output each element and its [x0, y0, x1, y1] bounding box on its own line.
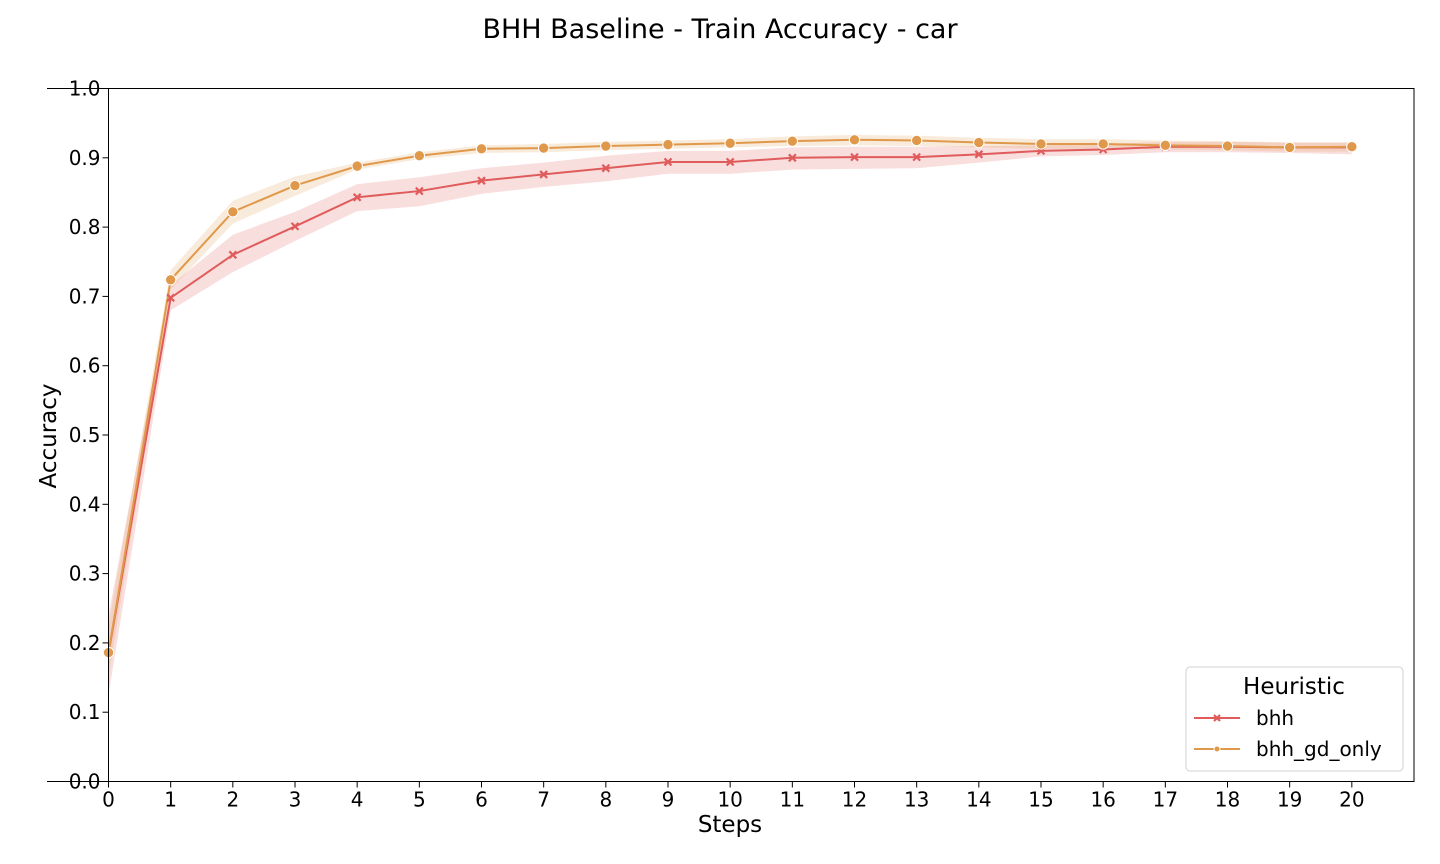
data-point-bhh-gd-only — [1035, 138, 1047, 150]
legend-box — [1185, 666, 1404, 772]
x-tick-label: 15 — [1028, 788, 1053, 812]
y-tick-label: 0.8 — [69, 215, 101, 239]
legend-label-bhh: bhh — [1256, 706, 1294, 730]
data-point-bhh-gd-only — [1221, 140, 1234, 152]
data-point-bhh — [228, 250, 238, 260]
y-tick-label: 0.4 — [69, 492, 101, 516]
y-tick-label: 1.0 — [69, 77, 101, 101]
data-point-bhh-gd-only — [537, 142, 550, 154]
y-tick-label: 0.9 — [69, 146, 101, 170]
x-tick-label: 13 — [904, 788, 929, 812]
data-point-bhh — [166, 293, 175, 303]
data-point-bhh-gd-only — [164, 274, 177, 286]
data-point-bhh — [477, 176, 486, 185]
x-axis-label: Steps — [698, 812, 762, 838]
data-point-bhh — [725, 157, 735, 167]
x-axis-ticks: 0 1 2 3 4 5 6 7 8 9 10 11 12 13 14 15 16 17 18 19 20 — [102, 781, 1365, 812]
data-point-bhh — [912, 152, 921, 162]
data-point-bhh-gd-only — [1159, 139, 1172, 152]
data-point-bhh — [974, 150, 984, 159]
legend-swatch-marker — [1213, 745, 1221, 753]
x-tick-label: 12 — [842, 788, 867, 812]
data-point-bhh-gd-only — [351, 160, 363, 172]
y-tick-label: 0.0 — [69, 770, 101, 794]
x-tick-label: 8 — [599, 788, 612, 812]
data-point-bhh — [850, 152, 859, 162]
y-tick-label: 0.1 — [69, 700, 101, 724]
data-point-bhh — [788, 153, 797, 163]
legend-title: Heuristic — [1243, 674, 1345, 700]
data-point-bhh-gd-only — [289, 179, 301, 192]
legend: Heuristic bhh bhh_gd_only — [1185, 666, 1404, 772]
data-point-bhh-gd-only — [227, 206, 239, 218]
x-tick-label: 18 — [1215, 788, 1240, 812]
x-tick-label: 17 — [1153, 788, 1178, 812]
x-tick-label: 4 — [351, 788, 364, 812]
data-point-bhh — [415, 186, 424, 196]
legend-item-bhh: bhh — [1194, 706, 1294, 730]
data-point-bhh — [290, 222, 300, 231]
legend-item-bhh-gd-only: bhh_gd_only — [1194, 737, 1382, 761]
x-tick-label: 19 — [1277, 788, 1302, 812]
data-point-bhh-gd-only — [1346, 141, 1358, 153]
legend-label-bhh-gd-only: bhh_gd_only — [1256, 737, 1382, 761]
x-tick-label: 14 — [966, 788, 991, 812]
data-point-bhh-gd-only — [413, 150, 426, 162]
x-tick-label: 16 — [1090, 788, 1115, 812]
data-point-bhh — [539, 170, 548, 179]
y-tick-label: 0.6 — [69, 354, 101, 378]
x-tick-label: 10 — [717, 788, 742, 812]
x-tick-label: 6 — [475, 788, 488, 812]
y-tick-label: 0.3 — [69, 562, 101, 586]
series-markers — [102, 134, 1358, 659]
y-tick-label: 0.2 — [69, 631, 101, 655]
y-axis-label: Accuracy — [36, 383, 62, 488]
data-point-bhh — [601, 163, 611, 173]
data-point-bhh-gd-only — [600, 140, 612, 152]
y-axis-ticks: 0.0 0.1 0.2 0.3 0.4 0.5 0.6 0.7 0.8 0.9 1.0 — [69, 77, 109, 794]
data-point-bhh — [352, 193, 362, 202]
x-tick-label: 7 — [537, 788, 550, 812]
data-point-bhh-gd-only — [848, 134, 861, 146]
x-tick-label: 20 — [1339, 788, 1364, 812]
data-point-bhh-gd-only — [662, 138, 674, 151]
x-tick-label: 0 — [102, 788, 115, 812]
chart-title: BHH Baseline - Train Accuracy - car — [482, 14, 958, 45]
data-point-bhh-gd-only — [973, 136, 985, 149]
x-tick-label: 3 — [289, 788, 302, 812]
confidence-bands — [108, 134, 1352, 695]
band-bhh — [108, 141, 1352, 695]
x-tick-label: 9 — [662, 788, 675, 812]
legend-swatch-marker — [1213, 714, 1221, 722]
legend-items: bhh bhh_gd_only — [1194, 706, 1382, 761]
x-tick-label: 5 — [413, 788, 426, 812]
data-point-bhh-gd-only — [1097, 138, 1109, 150]
data-point-bhh-gd-only — [475, 143, 488, 155]
data-point-bhh-gd-only — [1283, 141, 1296, 154]
x-tick-label: 11 — [780, 788, 805, 812]
y-tick-label: 0.5 — [69, 423, 101, 447]
data-point-bhh-gd-only — [786, 135, 799, 147]
data-point-bhh — [663, 157, 673, 167]
data-point-bhh-gd-only — [724, 137, 736, 149]
x-tick-label: 2 — [226, 788, 239, 812]
x-tick-label: 1 — [164, 788, 177, 812]
y-tick-label: 0.7 — [69, 284, 101, 308]
data-point-bhh-gd-only — [910, 134, 923, 147]
